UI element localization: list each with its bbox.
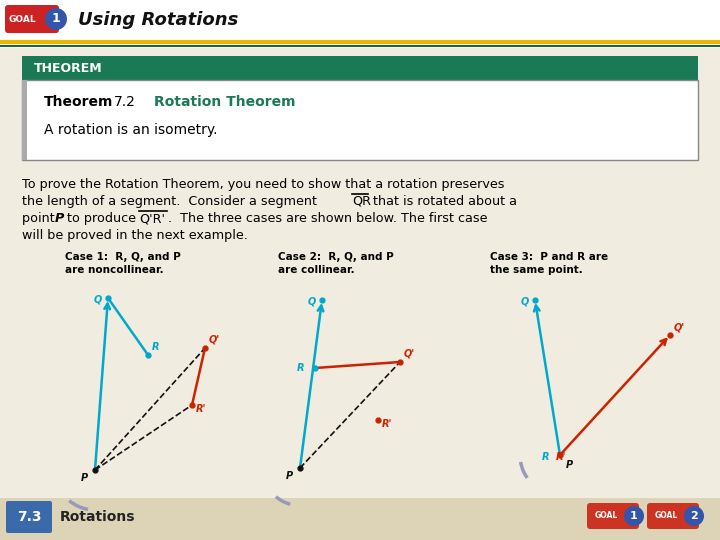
Text: GOAL: GOAL bbox=[595, 511, 618, 521]
Text: GOAL: GOAL bbox=[8, 16, 36, 24]
Text: R: R bbox=[297, 363, 305, 373]
Text: R': R' bbox=[382, 419, 392, 429]
Text: are collinear.: are collinear. bbox=[278, 265, 355, 275]
Text: To prove the Rotation Theorem, you need to show that a rotation preserves: To prove the Rotation Theorem, you need … bbox=[22, 178, 505, 191]
Bar bbox=[0, 0, 720, 48]
Text: Q: Q bbox=[308, 297, 316, 307]
Text: Q': Q' bbox=[209, 335, 220, 345]
Text: THEOREM: THEOREM bbox=[34, 62, 103, 75]
Text: Using Rotations: Using Rotations bbox=[78, 11, 238, 29]
Text: Case 3:  P and R are: Case 3: P and R are bbox=[490, 252, 608, 262]
Text: R: R bbox=[152, 342, 160, 352]
Text: that is rotated about a: that is rotated about a bbox=[369, 195, 517, 208]
Text: GOAL: GOAL bbox=[654, 511, 678, 521]
Text: P: P bbox=[286, 471, 293, 481]
Text: the same point.: the same point. bbox=[490, 265, 582, 275]
Text: R': R' bbox=[196, 404, 207, 414]
Text: P: P bbox=[81, 473, 88, 483]
Text: R': R' bbox=[556, 452, 567, 462]
Text: Q: Q bbox=[521, 297, 529, 307]
Text: 1: 1 bbox=[630, 511, 638, 521]
Text: Q': Q' bbox=[404, 349, 415, 359]
Text: will be proved in the next example.: will be proved in the next example. bbox=[22, 229, 248, 242]
Text: Q'R': Q'R' bbox=[139, 212, 165, 225]
Text: Theorem: Theorem bbox=[44, 95, 113, 109]
Text: Case 2:  R, Q, and P: Case 2: R, Q, and P bbox=[278, 252, 394, 262]
Circle shape bbox=[624, 506, 644, 526]
Text: Rotation Theorem: Rotation Theorem bbox=[154, 95, 295, 109]
Text: P: P bbox=[566, 460, 573, 470]
Text: .  The three cases are shown below. The first case: . The three cases are shown below. The f… bbox=[168, 212, 487, 225]
Text: the length of a segment.  Consider a segment: the length of a segment. Consider a segm… bbox=[22, 195, 321, 208]
Bar bbox=[22, 80, 27, 160]
FancyBboxPatch shape bbox=[5, 5, 59, 33]
FancyBboxPatch shape bbox=[587, 503, 639, 529]
Text: 7.2: 7.2 bbox=[114, 95, 136, 109]
Bar bbox=[22, 56, 698, 80]
Text: are noncollinear.: are noncollinear. bbox=[65, 265, 163, 275]
Bar bbox=[0, 498, 720, 540]
Circle shape bbox=[45, 8, 67, 30]
Text: 2: 2 bbox=[690, 511, 698, 521]
Text: to produce: to produce bbox=[63, 212, 140, 225]
Text: point: point bbox=[22, 212, 59, 225]
Bar bbox=[22, 80, 698, 160]
Text: R: R bbox=[542, 452, 549, 462]
Text: Case 1:  R, Q, and P: Case 1: R, Q, and P bbox=[65, 252, 181, 262]
Text: QR: QR bbox=[352, 195, 371, 208]
Text: 1: 1 bbox=[52, 12, 60, 25]
Circle shape bbox=[684, 506, 704, 526]
FancyBboxPatch shape bbox=[6, 501, 52, 533]
FancyBboxPatch shape bbox=[647, 503, 699, 529]
Text: Q': Q' bbox=[674, 322, 685, 332]
Text: 7.3: 7.3 bbox=[17, 510, 41, 524]
Text: Rotations: Rotations bbox=[60, 510, 135, 524]
Text: Q: Q bbox=[94, 295, 102, 305]
Text: A rotation is an isometry.: A rotation is an isometry. bbox=[44, 123, 217, 137]
Text: P: P bbox=[55, 212, 64, 225]
